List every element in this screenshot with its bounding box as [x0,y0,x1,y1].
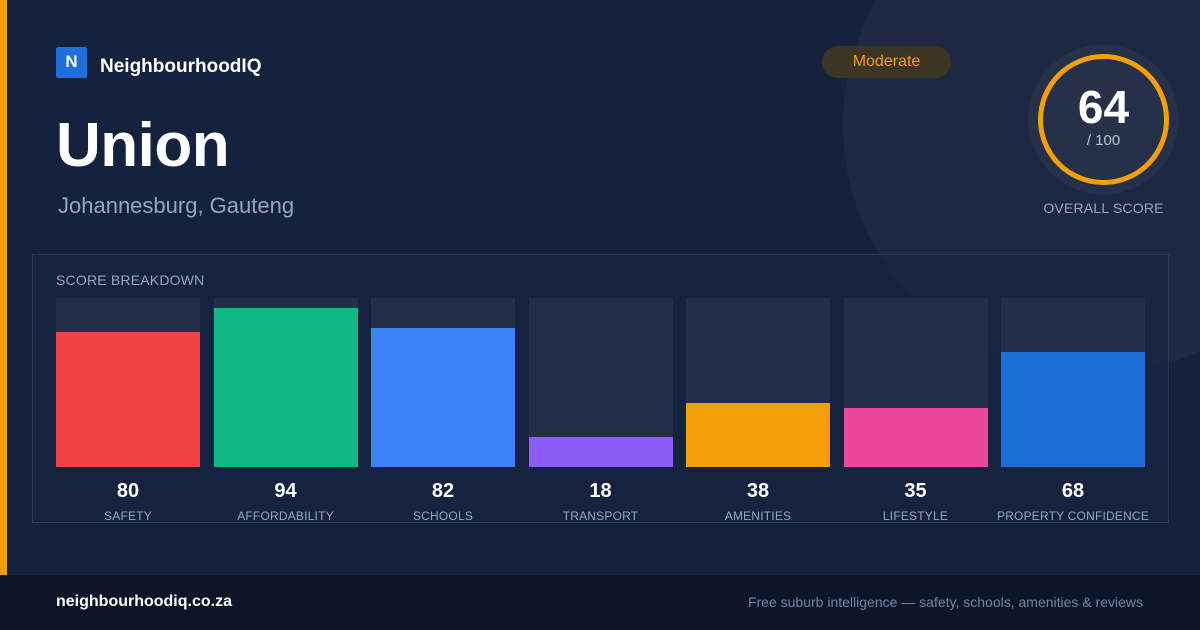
bar-value-label: 80 [116,480,140,502]
panel-title: SCORE BREAKDOWN [56,272,205,288]
footer-tagline: Free suburb intelligence — safety, schoo… [747,594,1143,610]
bar-fill [213,308,358,467]
bar-value-label: 82 [431,480,455,502]
suburb-location: Johannesburg, Gauteng [58,193,295,218]
bar-fill [56,332,200,467]
brand[interactable]: N NeighbourhoodIQ [56,46,261,78]
overall-score-value: 64 [1077,81,1130,133]
bar-value-label: 68 [1061,480,1085,502]
footer-url[interactable]: neighbourhoodiq.co.za [56,593,232,610]
bar-fill [843,408,988,467]
bar-fill [1001,352,1145,467]
bar-fill [686,403,830,467]
overall-score-ring [1028,44,1179,195]
bar-category-label: TRANSPORT [562,509,639,523]
bar-value-label: 18 [589,480,612,502]
score-ring-arc [1038,54,1169,185]
bar-value-label: 94 [274,480,297,502]
bar-track [528,298,673,467]
bar-category-label: AMENITIES [724,509,792,523]
bar-fill [371,328,515,467]
bar-value-label: 35 [904,480,927,502]
bar-track [56,298,200,467]
bar-track [843,298,988,467]
bar-track [213,298,358,467]
bar-track [686,298,830,467]
rating-badge: Moderate [822,46,951,78]
bar-category-label: PROPERTY CONFIDENCE [996,509,1150,523]
bar-fill [528,437,673,467]
score-ring-background [1028,44,1179,195]
bar-category-label: SCHOOLS [412,509,474,523]
overall-score-max: / 100 [1086,132,1121,149]
footer [0,575,1200,630]
brand-logo-icon: N [56,46,87,78]
bar-track [1001,298,1145,467]
bar-track [371,298,515,467]
bar-category-label: SAFETY [104,509,152,523]
suburb-title: Union [56,111,230,180]
bar-category-label: AFFORDABILITY [237,509,334,523]
brand-name: NeighbourhoodIQ [100,56,262,77]
bar-value-label: 38 [746,480,770,502]
accent-strip [0,0,7,575]
overall-score-label: OVERALL SCORE [1043,200,1164,216]
bar-category-label: LIFESTYLE [882,509,949,523]
